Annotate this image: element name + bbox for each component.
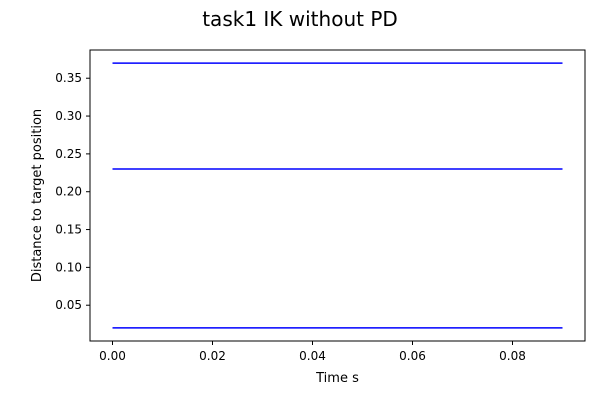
y-axis-label: Distance to target position: [30, 109, 45, 282]
axes-frame: [89, 49, 586, 342]
x-tick-label: 0.06: [399, 349, 426, 363]
series-layer: [112, 62, 563, 329]
y-tick-label: 0.05: [55, 298, 82, 312]
y-tick-label: 0.20: [55, 185, 82, 199]
x-tick-label: 0.04: [299, 349, 326, 363]
x-axis-label: Time s: [315, 371, 359, 386]
y-tick-label: 0.35: [55, 71, 82, 85]
x-tick-label: 0.02: [199, 349, 226, 363]
tick-layer: 0.00 0.02 0.04 0.06 0.08 0.05 0.10 0.15 0.20 0.25…: [55, 71, 526, 363]
x-tick-label: 0.08: [499, 349, 526, 363]
y-tick-label: 0.30: [55, 109, 82, 123]
chart-title: task1 IK without PD: [202, 7, 398, 31]
y-tick-label: 0.10: [55, 260, 82, 274]
y-tick-label: 0.25: [55, 147, 82, 161]
x-tick-label: 0.00: [99, 349, 126, 363]
y-tick-label: 0.15: [55, 223, 82, 237]
